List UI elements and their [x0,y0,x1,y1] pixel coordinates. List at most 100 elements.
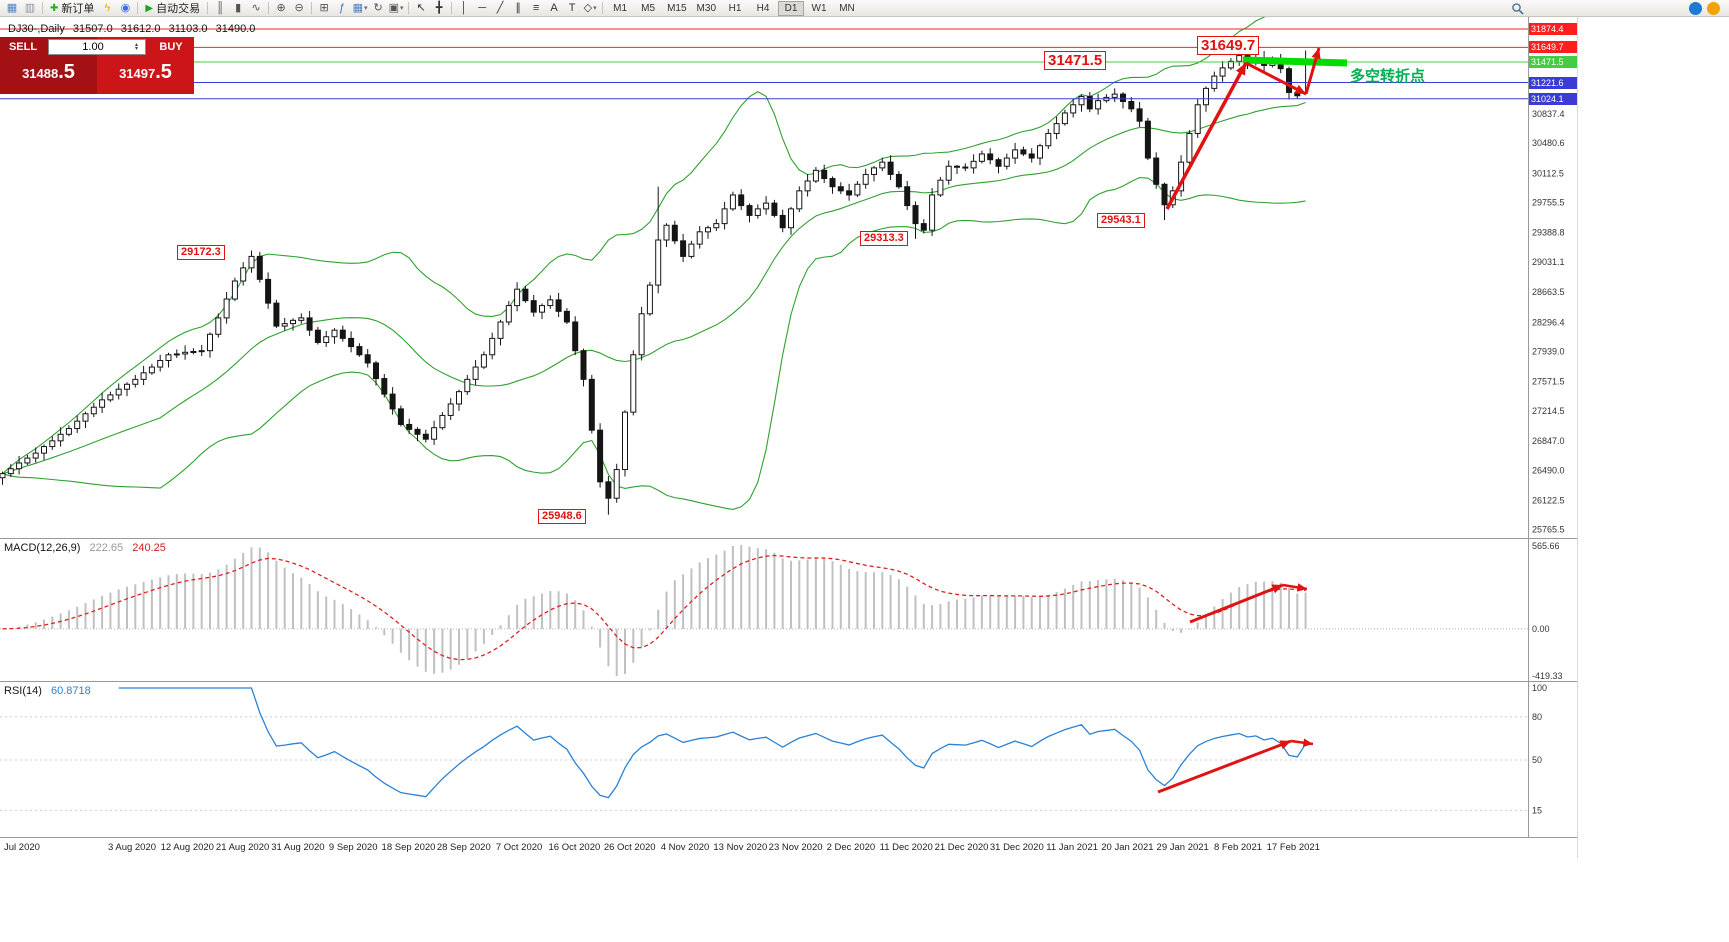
candle-body [414,428,421,435]
candle-body [24,457,31,464]
price-annotation[interactable]: 29313.3 [860,231,908,246]
horizontal-line-icon[interactable]: ─ [478,1,486,14]
spinner-up-icon[interactable]: ▴ [134,42,138,48]
candle-body [555,299,562,312]
price-alerts-icon[interactable]: ◉ [120,1,131,14]
candle-body [962,166,969,169]
new-chart-dropdown[interactable]: ▦ ▾ [352,1,368,14]
rsi-panel [0,687,1528,811]
timeframe-h1[interactable]: H1 [728,2,742,14]
timeframe-m5[interactable]: M5 [641,2,656,14]
x-axis-label: 31 Aug 2020 [271,842,324,853]
candle-body [763,202,770,210]
autotrading-ea-icon[interactable]: ϟ [104,1,111,14]
bar-chart-icon[interactable]: ║ [216,1,224,14]
zoom-out-icon[interactable]: ⊖ [294,1,304,14]
timeframe-d1[interactable]: D1 [778,0,804,16]
line-chart-icon[interactable]: ∿ [251,1,261,14]
new-order-button[interactable]: ✚ 新订单 [46,1,98,16]
search-icon[interactable] [1508,1,1526,16]
candle-body [464,378,471,393]
buy-price[interactable]: 31497 .5 [97,57,194,94]
y-axis-tick: 30112.5 [1532,168,1564,178]
rsi-axis-tick: 80 [1532,712,1542,722]
candle-body [290,319,296,325]
trend-arrow-head [1302,738,1313,747]
grid-icon[interactable]: ⊞ [319,1,329,14]
buy-price-main: 31497 [119,66,156,81]
timeframe-w1[interactable]: W1 [811,2,827,14]
trend-arrow[interactable] [1165,62,1248,210]
price-annotation[interactable]: 31649.7 [1197,36,1260,55]
trend-arrow[interactable] [1245,61,1307,96]
candle-body [472,366,479,380]
sell-button[interactable]: SELL [8,41,38,53]
candle-body [1095,100,1102,110]
price-annotation[interactable]: 29543.1 [1097,213,1145,228]
fibonacci-icon[interactable]: ≡ [532,1,540,14]
x-axis-label: 9 Sep 2020 [329,842,378,853]
price-chart[interactable]: 30837.4 30480.6 30112.5 29755.5 29388.8 29031… [0,17,1578,858]
volume-input[interactable] [48,39,146,55]
timeframe-m1[interactable]: M1 [613,2,628,14]
timeframe-mn[interactable]: MN [839,2,855,14]
toolbar-separator [451,2,453,14]
news-icon[interactable] [1707,1,1720,15]
bollinger-middle-band[interactable] [2,101,1306,475]
vertical-line-icon[interactable]: │ [460,1,468,14]
candlestick-chart-icon[interactable]: ▮ [235,1,242,14]
zoom-in-icon[interactable]: ⊕ [276,1,286,14]
macd-axis-tick: 565.66 [1532,541,1560,551]
candle-body [140,372,147,380]
candle-body [663,224,670,241]
green-trend-bar[interactable] [1242,56,1348,67]
auto-trading-button[interactable]: ▶ 自动交易 [141,1,204,16]
turning-point-note[interactable]: 多空转折点 [1350,68,1426,85]
indicators-icon[interactable]: ƒ [339,1,346,14]
volume-spinner[interactable]: ▴ ▾ [134,42,138,52]
low-value: 31103.0 [168,23,208,35]
trend-arrow[interactable] [1157,739,1292,794]
refresh-icon[interactable]: ↻ [373,1,383,14]
spinner-down-icon[interactable]: ▾ [134,46,138,52]
timeframe-h4[interactable]: H4 [756,2,770,14]
charts-grid-icon[interactable]: ▦ [6,1,18,14]
shapes-dropdown[interactable]: ◇ ▾ [583,1,597,14]
sell-price[interactable]: 31488 .5 [0,57,97,94]
rsi-line [118,687,1307,799]
community-icon[interactable] [1689,1,1702,15]
trend-arrow[interactable] [1189,583,1284,624]
timeframe-m30[interactable]: M30 [696,2,716,14]
trendline-icon[interactable]: ╱ [496,1,504,14]
cursor-icon[interactable]: ↖ [416,1,426,14]
label-icon[interactable]: T [568,1,576,14]
dropdown-caret-icon: ▾ [364,4,368,12]
bollinger-lower-band[interactable] [2,176,1306,510]
buy-button[interactable]: BUY [159,41,183,53]
templates-dropdown[interactable]: ▣ ▾ [388,1,404,14]
x-axis-label: 13 Nov 2020 [713,842,767,853]
candle-body [381,378,388,395]
trade-prices-row: 31488 .5 31497 .5 [0,57,194,94]
candle-body [1227,60,1234,69]
y-axis-tick: 26490.0 [1532,465,1565,475]
candle-body [729,194,736,210]
toolbar-separator [42,2,43,14]
chart-window[interactable]: 30837.4 30480.6 30112.5 29755.5 29388.8 29031… [0,17,1578,858]
price-annotation[interactable]: 31471.5 [1044,51,1107,70]
candle-body [655,239,662,286]
price-annotation[interactable]: 25948.6 [538,509,586,524]
candle-body [364,354,371,364]
y-axis-tick: 28663.5 [1532,287,1565,297]
crosshair-icon[interactable]: ╋ [435,1,443,14]
candle-body [1020,149,1027,155]
candle-body [530,300,537,313]
candle-body [223,298,230,319]
price-annotation[interactable]: 29172.3 [177,245,225,260]
candle-body [182,351,189,355]
text-icon[interactable]: A [550,1,558,14]
profiles-icon[interactable]: ▥ [24,1,36,14]
timeframe-m15[interactable]: M15 [667,2,687,14]
channel-icon[interactable]: ∥ [515,1,521,14]
candle-body [646,284,653,315]
